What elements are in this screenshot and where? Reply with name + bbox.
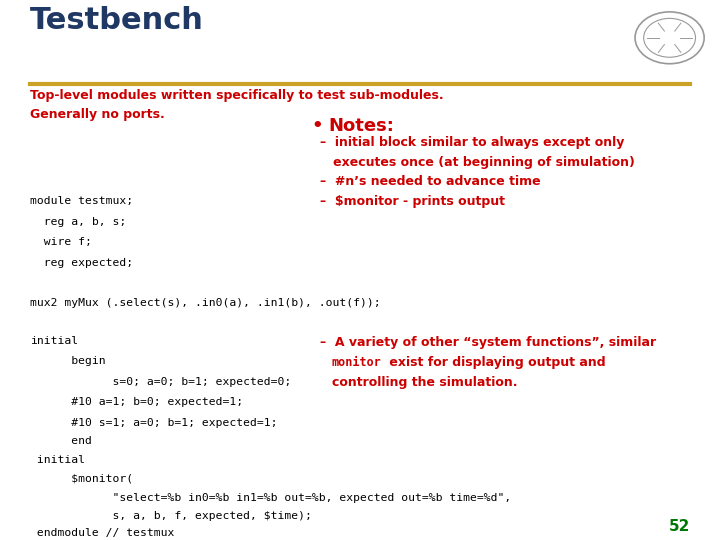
Text: –  #n’s needed to advance time: – #n’s needed to advance time bbox=[320, 175, 541, 188]
Text: s, a, b, f, expected, $time);: s, a, b, f, expected, $time); bbox=[30, 510, 312, 521]
Text: –  initial block similar to always except only: – initial block similar to always except… bbox=[320, 136, 625, 149]
Text: executes once (at beginning of simulation): executes once (at beginning of simulatio… bbox=[320, 156, 635, 168]
Text: endmodule // testmux: endmodule // testmux bbox=[30, 528, 175, 538]
Text: wire f;: wire f; bbox=[30, 237, 92, 247]
Text: mux2 myMux (.select(s), .in0(a), .in1(b), .out(f));: mux2 myMux (.select(s), .in0(a), .in1(b)… bbox=[30, 298, 381, 308]
Text: •: • bbox=[311, 117, 323, 134]
Text: reg a, b, s;: reg a, b, s; bbox=[30, 217, 127, 227]
Text: 52: 52 bbox=[668, 518, 690, 534]
Text: $monitor(: $monitor( bbox=[30, 474, 133, 484]
Text: initial: initial bbox=[30, 335, 78, 346]
Text: initial: initial bbox=[30, 455, 85, 465]
Text: controlling the simulation.: controlling the simulation. bbox=[332, 376, 518, 389]
Text: Top-level modules written specifically to test sub-modules.: Top-level modules written specifically t… bbox=[30, 89, 444, 102]
Text: monitor: monitor bbox=[332, 356, 382, 369]
Text: –  $monitor - prints output: – $monitor - prints output bbox=[320, 195, 505, 208]
Text: end: end bbox=[30, 436, 92, 446]
Text: Generally no ports.: Generally no ports. bbox=[30, 108, 165, 121]
Text: s=0; a=0; b=1; expected=0;: s=0; a=0; b=1; expected=0; bbox=[30, 376, 292, 387]
Text: Notes:: Notes: bbox=[328, 117, 394, 134]
Text: reg expected;: reg expected; bbox=[30, 258, 133, 268]
Text: exist for displaying output and: exist for displaying output and bbox=[385, 356, 606, 369]
Text: module testmux;: module testmux; bbox=[30, 196, 133, 206]
Text: "select=%b in0=%b in1=%b out=%b, expected out=%b time=%d",: "select=%b in0=%b in1=%b out=%b, expecte… bbox=[30, 493, 511, 503]
Text: Testbench: Testbench bbox=[30, 6, 204, 35]
Text: –  A variety of other “system functions”, similar: – A variety of other “system functions”,… bbox=[320, 336, 657, 349]
Text: #10 a=1; b=0; expected=1;: #10 a=1; b=0; expected=1; bbox=[30, 397, 243, 407]
Text: begin: begin bbox=[30, 356, 106, 366]
Text: #10 s=1; a=0; b=1; expected=1;: #10 s=1; a=0; b=1; expected=1; bbox=[30, 417, 278, 428]
